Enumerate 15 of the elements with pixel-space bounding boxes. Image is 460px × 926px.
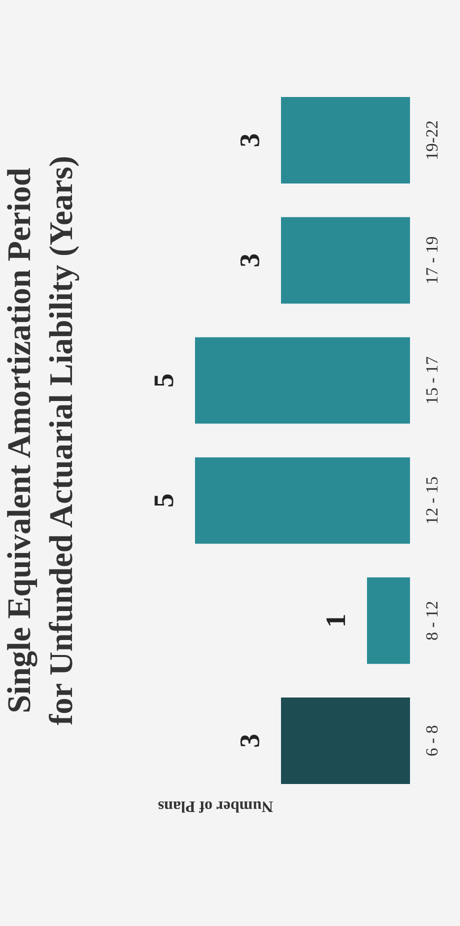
- data-label: 3: [235, 253, 266, 268]
- y-tick-label: 6 - 8: [422, 725, 442, 756]
- data-label: 3: [235, 734, 266, 748]
- data-label: 5: [149, 494, 180, 508]
- y-tick-label: 17 - 19: [422, 236, 442, 284]
- y-tick-label: 19-22: [422, 120, 442, 160]
- text: for Unfunded Actuarial Liability (Years): [44, 156, 80, 726]
- text: Single Equivalent Amortization Period: [2, 168, 38, 714]
- x-axis-title: Number of Plans: [158, 798, 274, 814]
- data-label: 1: [321, 614, 352, 628]
- y-tick-label: 12 - 15: [422, 476, 442, 525]
- data-label: 3: [235, 133, 266, 148]
- y-tick-label: 15 - 17: [422, 356, 442, 405]
- data-label: 5: [149, 373, 180, 388]
- y-tick-label: 8 - 12: [422, 600, 442, 640]
